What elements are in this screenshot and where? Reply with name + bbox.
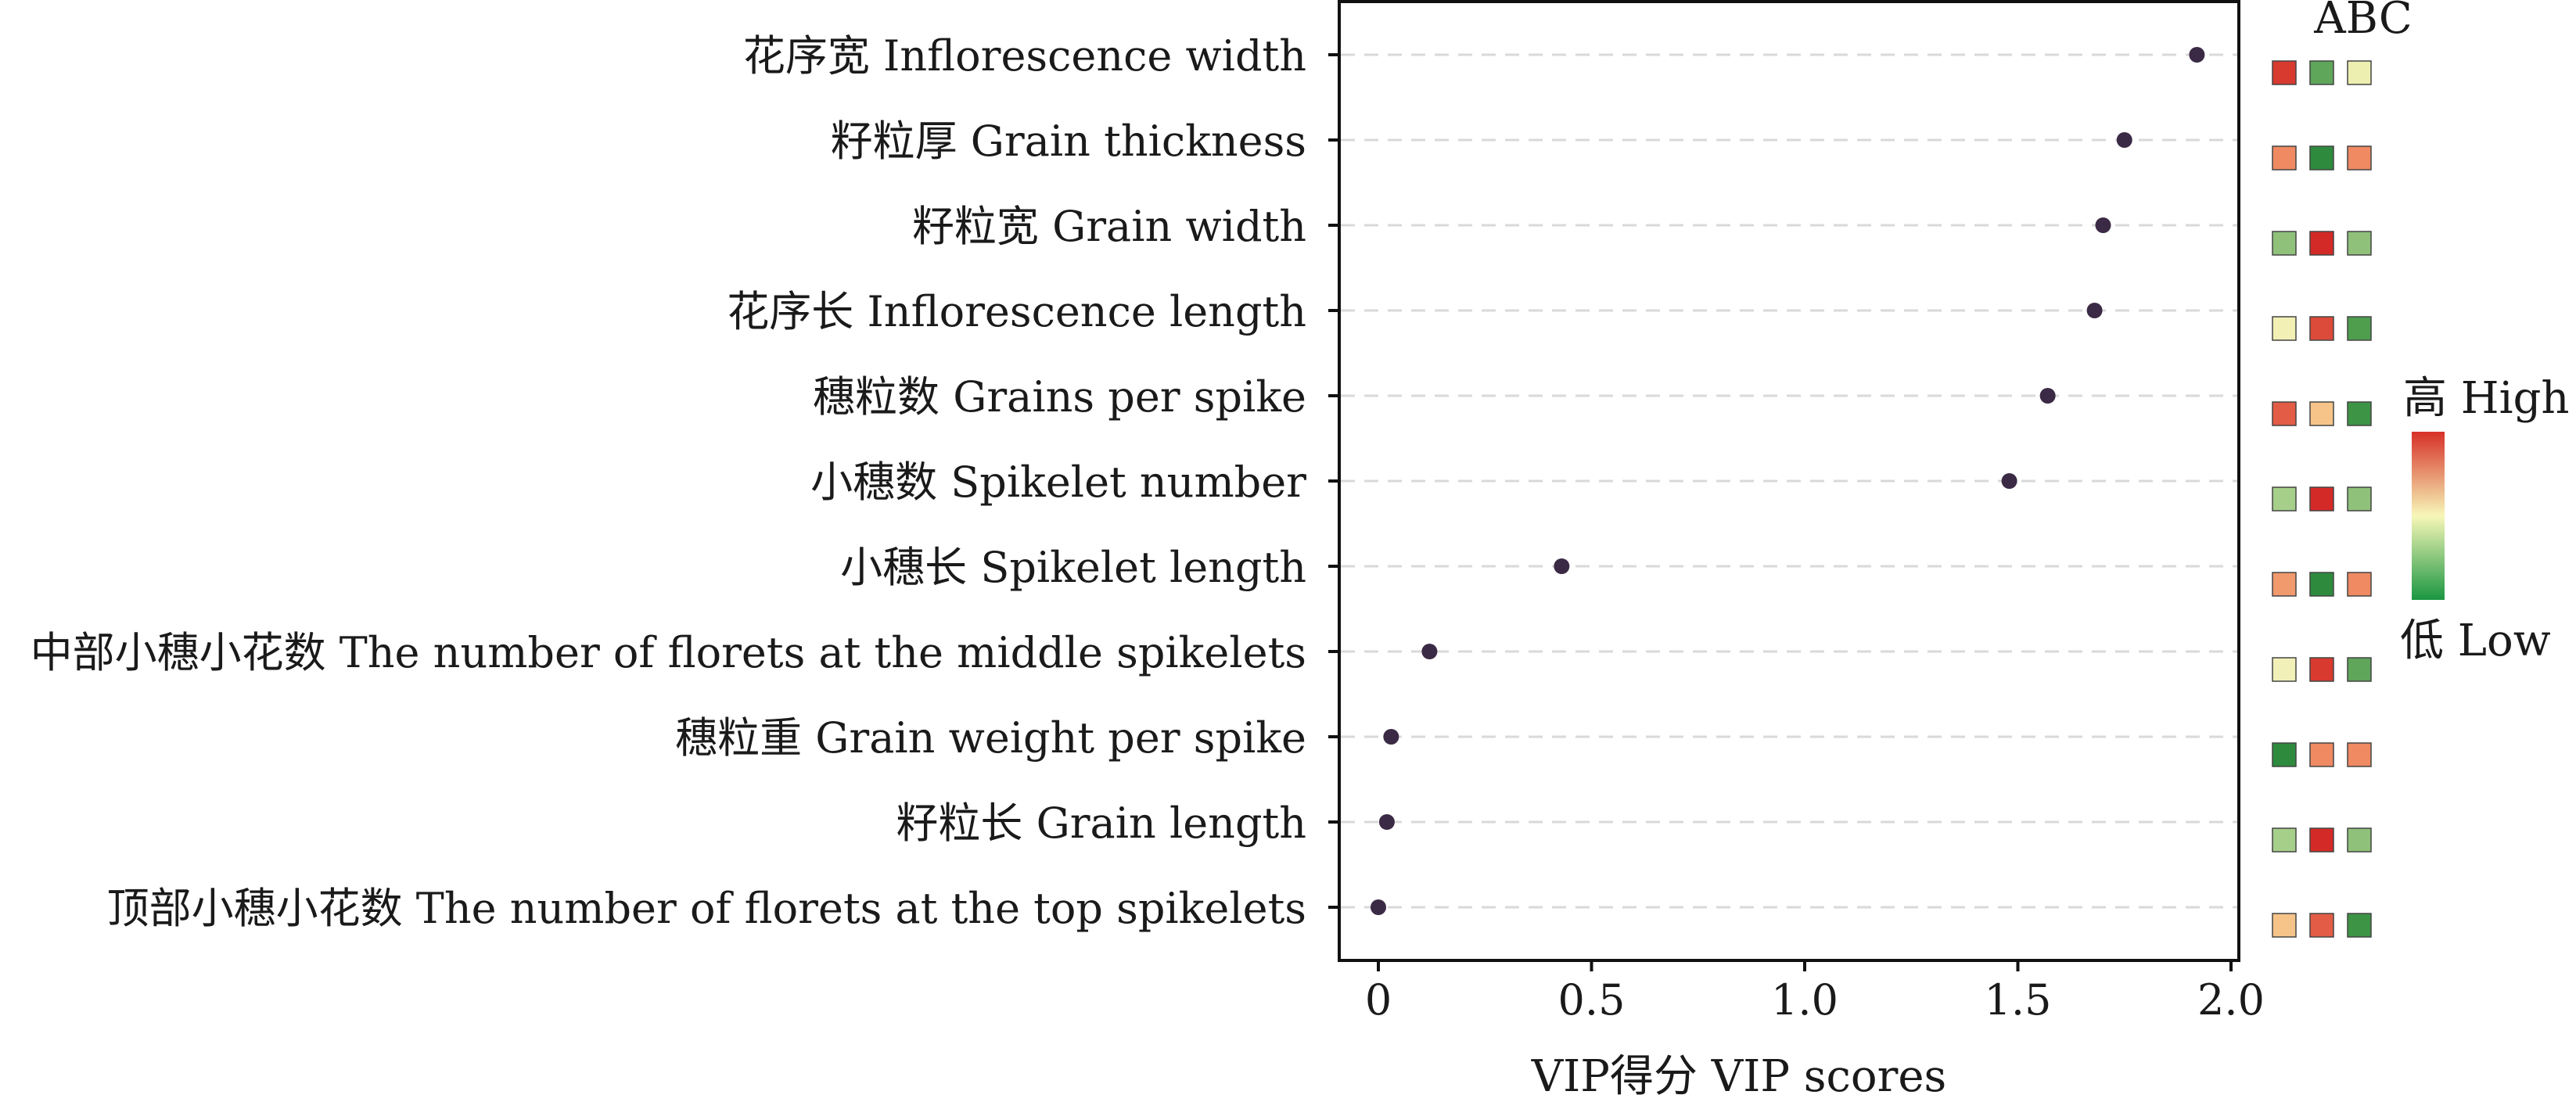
data-point (2189, 47, 2205, 63)
legend-high-label: 高 High (2403, 373, 2569, 424)
category-label: 花序宽 Inflorescence width (743, 31, 1306, 81)
heatmap-cell (2272, 145, 2297, 171)
data-point (2001, 473, 2017, 489)
x-tick-label: 0.5 (1558, 975, 1626, 1025)
heatmap-cell (2272, 316, 2297, 341)
category-labels: 花序宽 Inflorescence width 籽粒厚 Grain thickne… (31, 31, 1339, 933)
x-axis: 0 0.5 1.0 1.5 2.0 (1365, 960, 2265, 1025)
data-point (1554, 558, 1570, 574)
category-label: 小穗长 Spikelet length (840, 543, 1306, 592)
heatmap-cell (2309, 657, 2334, 682)
data-point (1371, 899, 1386, 915)
heatmap-cell (2272, 231, 2297, 256)
data-point (2086, 303, 2103, 318)
x-tick-label: 0 (1365, 975, 1392, 1025)
heatmap-cell (2309, 145, 2334, 171)
heatmap-cell (2309, 486, 2334, 512)
heatmap-cell (2347, 401, 2372, 426)
heatmap-cell (2347, 316, 2372, 341)
heatmap-cells (2272, 60, 2372, 938)
heatmap-cell (2272, 572, 2297, 597)
category-label: 穗粒数 Grains per spike (813, 372, 1306, 422)
data-point (1421, 644, 1438, 659)
data-point (1383, 729, 1399, 745)
heatmap-cell (2309, 913, 2334, 938)
data-point (2095, 217, 2111, 233)
heatmap-cell (2272, 60, 2297, 85)
heatmap-cell (2347, 60, 2372, 85)
heatmap-cell (2347, 572, 2372, 597)
heatmap-cell (2347, 742, 2372, 767)
heatmap-cell (2272, 401, 2297, 426)
heatmap-cell (2272, 913, 2297, 938)
heatmap-cell (2272, 657, 2297, 682)
data-points (1371, 47, 2205, 915)
heatmap-cell (2309, 401, 2334, 426)
x-tick-label: 2.0 (2197, 975, 2265, 1025)
category-label: 中部小穗小花数 The number of florets at the mid… (31, 628, 1306, 677)
heatmap-cell (2347, 913, 2372, 938)
category-label: 籽粒宽 Grain width (912, 202, 1306, 251)
heatmap-cell (2347, 657, 2372, 682)
heatmap-cell (2309, 572, 2334, 597)
data-point (1378, 814, 1395, 830)
category-label: 籽粒厚 Grain thickness (831, 117, 1306, 166)
heatmap-cell (2309, 742, 2334, 767)
category-label: 花序长 Inflorescence length (727, 287, 1306, 336)
heatmap-cell (2272, 827, 2297, 853)
heatmap-cell (2272, 742, 2297, 767)
x-tick-label: 1.0 (1771, 975, 1838, 1025)
heatmap-cell (2309, 231, 2334, 256)
heatmap-cell (2309, 316, 2334, 341)
heatmap-cell (2347, 231, 2372, 256)
gridlines (1341, 53, 2237, 909)
x-tick-label: 1.5 (1985, 975, 2052, 1025)
data-point (2039, 388, 2056, 404)
heatmap-cell (2347, 145, 2372, 171)
heatmap-cell (2272, 486, 2297, 512)
x-axis-title: VIP得分 VIP scores (1531, 1051, 1947, 1102)
heatmap-cell (2309, 827, 2334, 853)
category-label: 顶部小穗小花数 The number of florets at the top… (107, 884, 1306, 933)
legend-low-label: 低 Low (2400, 616, 2551, 666)
legend-gradient-bar (2412, 432, 2445, 600)
heatmap-cell (2347, 486, 2372, 512)
category-label: 穗粒重 Grain weight per spike (675, 713, 1306, 763)
heatmap-cell (2309, 60, 2334, 85)
category-label: 籽粒长 Grain length (896, 799, 1306, 848)
heatmap-column-header: ABC (2313, 0, 2412, 44)
data-point (2116, 132, 2132, 148)
heatmap-cell (2347, 827, 2372, 853)
category-label: 小穗数 Spikelet number (810, 458, 1306, 507)
